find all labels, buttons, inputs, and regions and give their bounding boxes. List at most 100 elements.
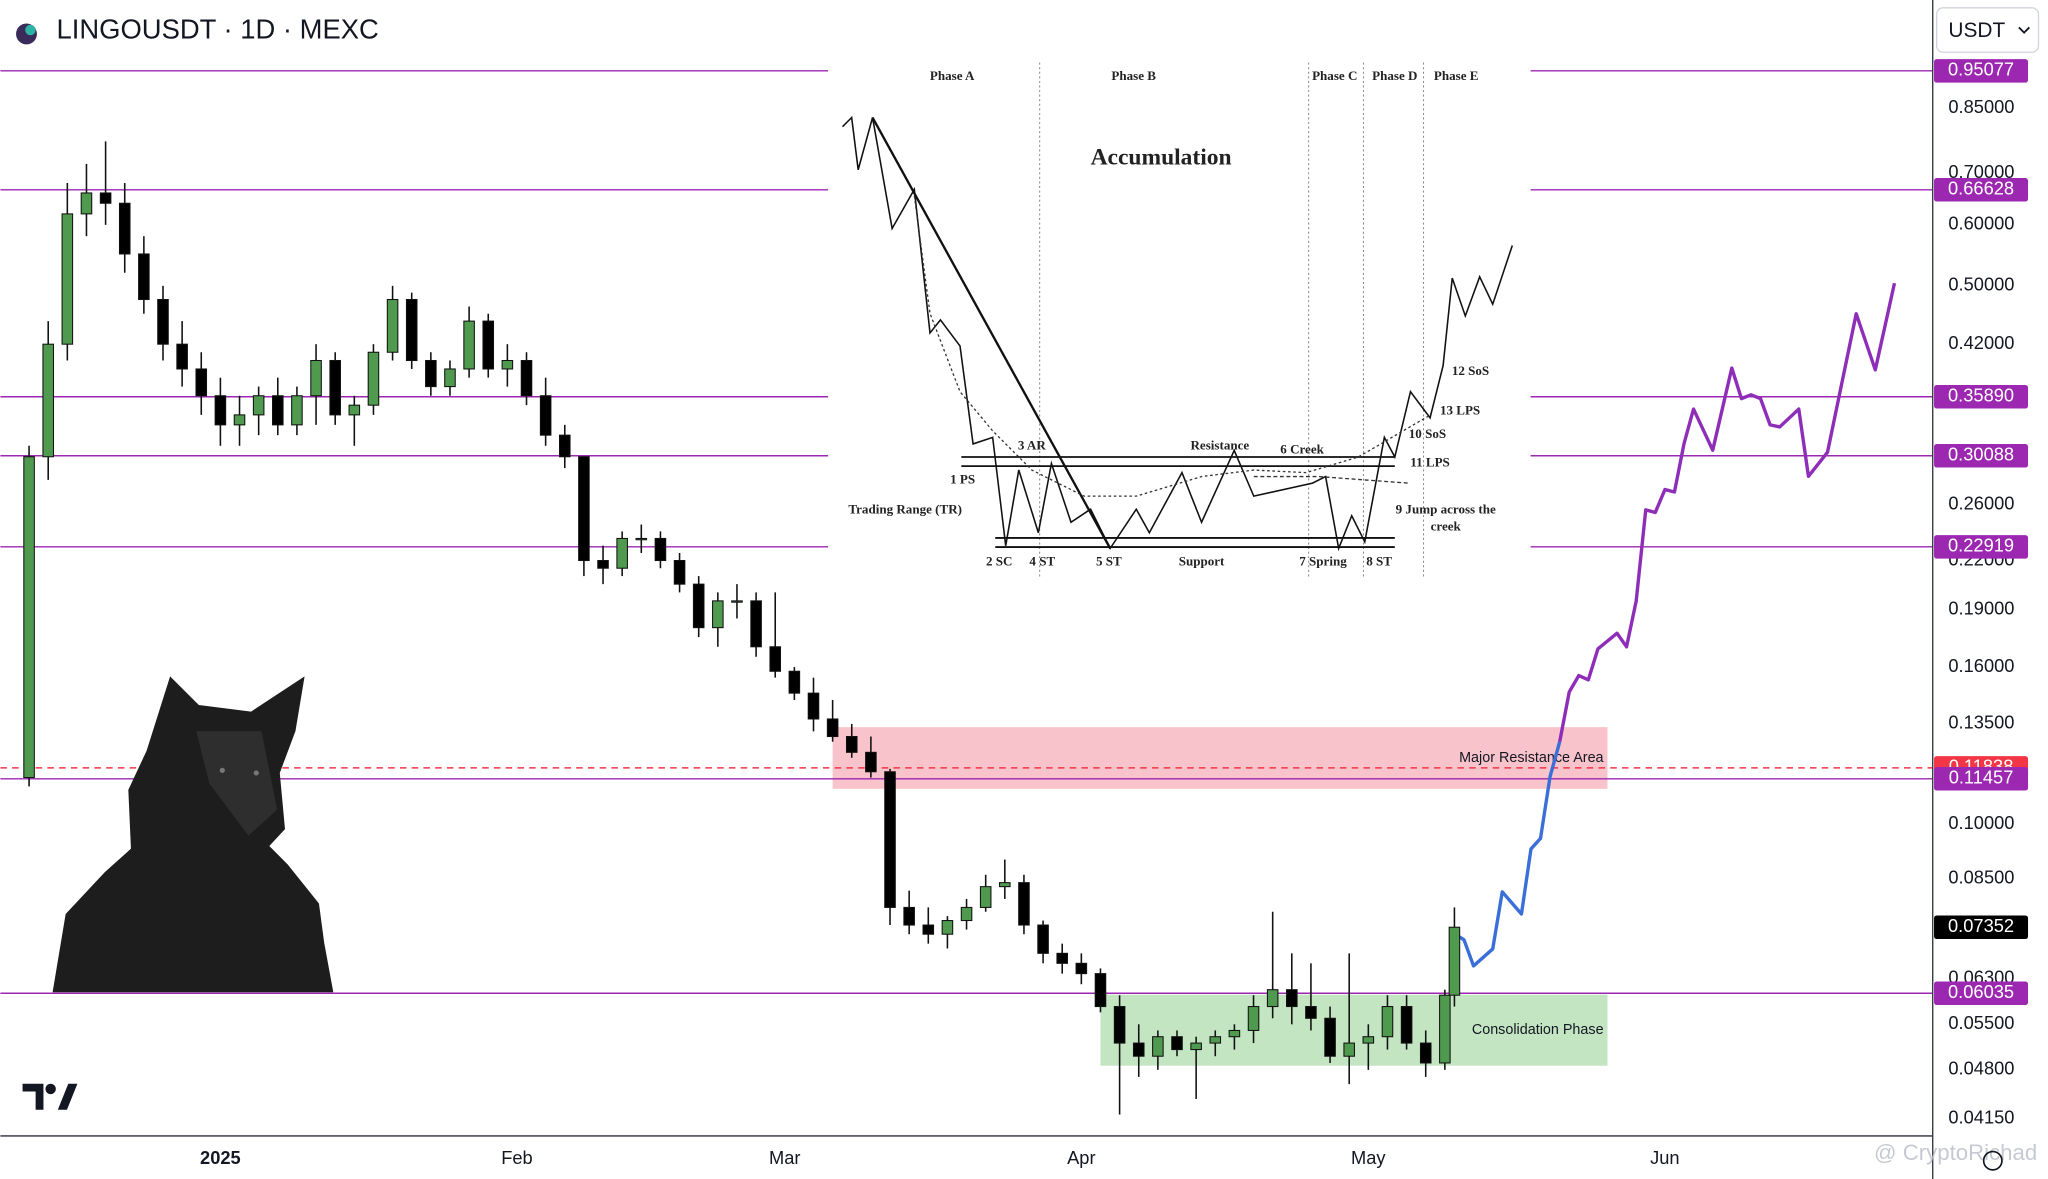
candle-body — [42, 343, 54, 458]
candle-body — [692, 583, 705, 629]
price-tag — [1934, 385, 2029, 409]
candle-body — [1286, 989, 1298, 1008]
price-path — [841, 115, 1514, 552]
y-tick-label: 0.08500 — [1948, 867, 2014, 888]
y-tick-label: 0.10000 — [1948, 812, 2014, 833]
price-tag-label: 0.22919 — [1948, 535, 2014, 556]
y-tick-label: 0.42000 — [1948, 332, 2014, 353]
candle-body — [712, 600, 724, 629]
candle-body — [233, 414, 246, 426]
candle-body — [1094, 973, 1107, 1008]
price-tag — [1934, 178, 2029, 202]
dropdown-caret[interactable] — [2018, 26, 2030, 34]
candle-body — [1171, 1036, 1183, 1051]
price-tag-label: 0.07352 — [1948, 915, 2014, 936]
candle-body — [807, 692, 820, 720]
candle-body — [1362, 1036, 1375, 1044]
candle-body — [1400, 1006, 1413, 1044]
candle-body — [1037, 924, 1049, 954]
inset-label: 11 LPS — [1410, 455, 1450, 470]
inset-label: 8 ST — [1366, 554, 1392, 569]
candle-body — [252, 395, 265, 416]
dotted-path — [913, 195, 1431, 497]
candle-body — [788, 670, 801, 694]
candle-body — [1152, 1036, 1164, 1057]
currency-label[interactable]: USDT — [1948, 19, 2005, 42]
candle-body — [1190, 1042, 1202, 1051]
candle-body — [597, 559, 609, 569]
y-tick-label: 0.04800 — [1948, 1058, 2014, 1079]
settings-icon[interactable] — [1982, 1150, 2003, 1171]
x-tick-label: Mar — [769, 1147, 800, 1168]
candle-body — [291, 395, 303, 426]
candle-body — [1228, 1029, 1241, 1038]
inset-label: 3 AR — [1018, 438, 1046, 453]
candle-body — [578, 456, 590, 562]
trend-line — [871, 116, 1112, 549]
candle-body — [272, 395, 284, 426]
x-tick-label: May — [1351, 1147, 1386, 1168]
inset-label: 2 SC — [986, 554, 1012, 569]
phase-label: Phase E — [1434, 68, 1479, 83]
inset-label: 10 SoS — [1409, 426, 1446, 441]
currency-select[interactable] — [1935, 7, 2040, 53]
inset-label: Resistance — [1190, 438, 1249, 453]
price-tag — [1934, 915, 2029, 939]
y-tick-label: 0.05500 — [1948, 1012, 2014, 1033]
wyckoff-inset: Phase A Phase B Phase C Phase D Phase E … — [828, 58, 1531, 582]
price-tag — [1934, 535, 2029, 559]
zone-label: Major Resistance Area — [1459, 750, 1603, 766]
candle-body — [1419, 1042, 1432, 1064]
candle-body — [348, 404, 361, 416]
inset-label: 1 PS — [950, 471, 975, 486]
inset-label: 13 LPS — [1440, 402, 1480, 417]
y-tick-label: 0.60000 — [1948, 213, 2014, 234]
inset-label: creek — [1431, 518, 1462, 533]
candle-body — [1113, 1006, 1126, 1044]
range-lines — [961, 456, 1395, 548]
inset-label: 4 ST — [1029, 554, 1055, 569]
candle-body — [329, 359, 341, 416]
candle-body — [673, 559, 686, 585]
candle-body — [539, 395, 552, 436]
candle-body — [1343, 1042, 1355, 1057]
candle-body — [1381, 1006, 1394, 1038]
phase-dividers — [1039, 62, 1425, 578]
candle-body — [941, 920, 954, 935]
y-tick-label: 0.85000 — [1948, 96, 2014, 117]
symbol-logo-dot — [25, 24, 36, 36]
projection-line — [1453, 741, 1562, 968]
phase-label: Phase D — [1372, 68, 1417, 83]
candle-body — [826, 718, 839, 738]
y-tick-label: 0.50000 — [1948, 274, 2014, 295]
inset-background — [828, 58, 1531, 582]
candle-body — [616, 537, 628, 569]
inset-label: 7 Spring — [1299, 554, 1347, 569]
inset-title: Accumulation — [1091, 145, 1232, 171]
candle-body — [444, 368, 456, 388]
candle-body — [558, 434, 571, 458]
phase-label: Phase B — [1111, 68, 1156, 83]
inset-label: 5 ST — [1096, 554, 1122, 569]
candle-body — [1075, 962, 1088, 975]
candle-body — [1132, 1042, 1145, 1057]
candle-body — [520, 359, 533, 397]
candle-body — [1056, 952, 1068, 964]
candle-body — [482, 320, 495, 370]
price-tag-label: 0.06035 — [1948, 981, 2014, 1002]
price-tag — [1934, 444, 2029, 468]
axis-layer: 0.85000 0.70000 0.60000 0.50000 0.42000 0.260… — [200, 59, 2029, 1168]
candle-body — [999, 882, 1011, 888]
candle-body — [1448, 926, 1461, 996]
candle-body — [1209, 1036, 1222, 1044]
candle-body — [118, 202, 131, 255]
price-tag-label: 0.11457 — [1949, 767, 2014, 788]
candle-body — [157, 298, 169, 345]
x-tick-label: Apr — [1067, 1147, 1095, 1168]
candle-body — [138, 253, 150, 301]
candle-body — [1247, 1006, 1260, 1031]
candle-body — [501, 359, 514, 370]
candle-body — [61, 213, 74, 345]
candle-body — [23, 456, 35, 779]
